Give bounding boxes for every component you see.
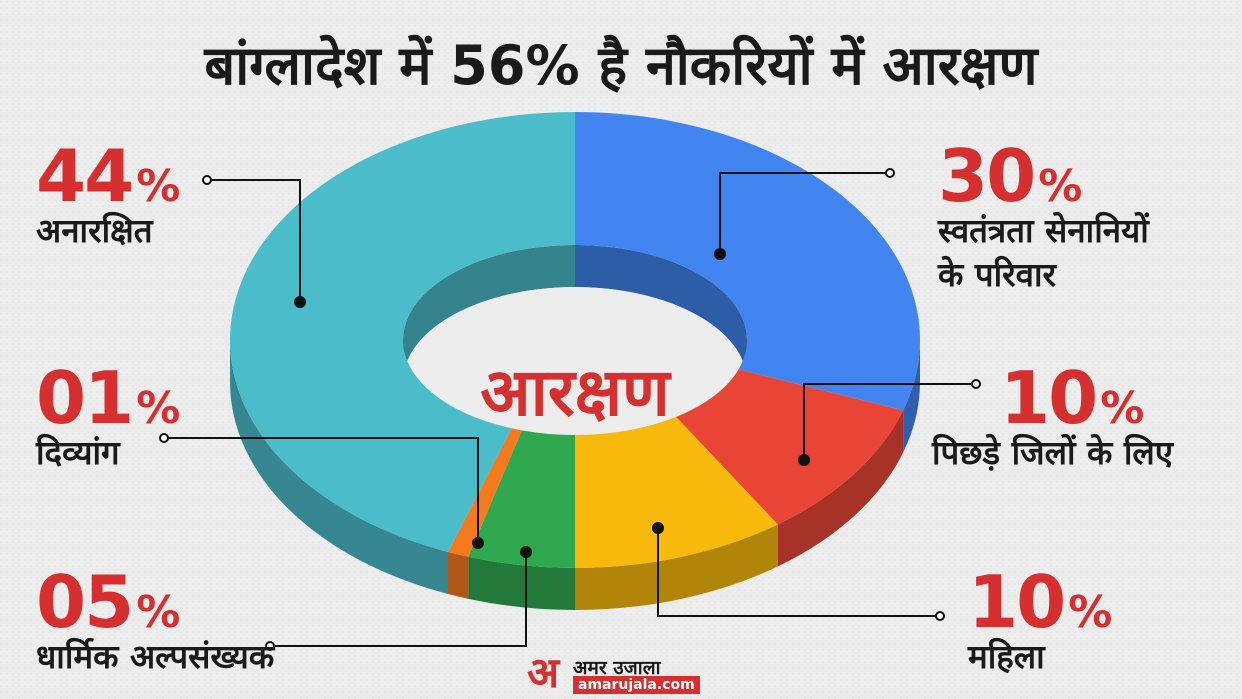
leader-line-women: [657, 528, 940, 617]
leader-dot-unreserved: [294, 296, 306, 308]
pct-disabled-value: 01: [36, 356, 134, 440]
leader-dot-disabled: [472, 537, 484, 549]
side-women: [575, 524, 778, 610]
hole-wall-freedom-0: [575, 245, 747, 382]
slice-backward: [676, 369, 904, 525]
slice-women: [575, 416, 778, 568]
leader-end-backward: [971, 379, 981, 389]
leader-end-unreserved: [202, 175, 212, 185]
pct-disabled-symbol: %: [136, 383, 181, 434]
side-disabled: [447, 551, 469, 599]
brand-url: amarujala.com: [573, 676, 700, 694]
leader-end-minority: [265, 641, 275, 651]
pct-backward: 10%: [1000, 362, 1144, 434]
leader-line-minority: [270, 552, 527, 647]
leader-line-unreserved: [207, 179, 301, 302]
hole-wall-unreserved-1: [403, 245, 575, 382]
leader-line-disabled: [164, 437, 479, 543]
pct-freedom: 30%: [938, 140, 1082, 212]
leader-end-disabled: [159, 433, 169, 443]
label-unreserved: अनारक्षित: [36, 211, 153, 250]
label-women: महिला: [968, 637, 1045, 676]
label-minority: धार्मिक अल्पसंख्यक: [36, 637, 275, 676]
pct-minority-value: 05: [36, 560, 134, 644]
side-backward: [777, 410, 904, 567]
pct-women-symbol: %: [1068, 587, 1113, 638]
slice-unreserved: [230, 112, 575, 552]
label-disabled: दिव्यांग: [36, 433, 120, 472]
leader-dot-minority: [520, 546, 532, 558]
leader-dot-backward: [798, 454, 810, 466]
slice-freedom: [575, 112, 920, 411]
leader-end-freedom: [885, 168, 895, 178]
pct-women-value: 10: [968, 560, 1066, 644]
side-unreserved: [230, 340, 448, 594]
pct-backward-value: 10: [1000, 356, 1098, 440]
pct-unreserved-value: 44: [36, 134, 134, 218]
pct-unreserved-symbol: %: [136, 161, 181, 212]
leader-dot-freedom: [714, 248, 726, 260]
pct-freedom-value: 30: [938, 134, 1036, 218]
side-freedom: [903, 340, 920, 453]
leader-dot-women: [652, 522, 664, 534]
donut-center-label: आरक्षण: [480, 354, 670, 431]
pct-unreserved: 44%: [36, 140, 180, 212]
slice-minority: [468, 430, 575, 568]
pct-minority-symbol: %: [136, 587, 181, 638]
brand-name: अमर उजाला: [573, 657, 661, 679]
label-freedom-line1: स्वतंत्रता सेनानियों: [938, 211, 1149, 250]
pct-minority: 05%: [36, 566, 180, 638]
leader-end-women: [935, 611, 945, 621]
page-title: बांग्लादेश में 56% है नौकरियों में आरक्ष…: [204, 34, 1038, 97]
label-backward: पिछड़े जिलों के लिए: [932, 433, 1174, 472]
leader-line-backward: [803, 383, 976, 460]
side-minority: [468, 556, 575, 610]
slice-disabled: [447, 428, 522, 557]
pct-women: 10%: [968, 566, 1112, 638]
label-freedom-line2: के परिवार: [938, 255, 1057, 294]
brand-mark: अ: [527, 648, 560, 697]
pct-disabled: 01%: [36, 362, 180, 434]
brand-logo: अ अमर उजाला amarujala.com: [527, 652, 717, 696]
leader-line-freedom: [719, 172, 890, 254]
pct-backward-symbol: %: [1100, 383, 1145, 434]
pct-freedom-symbol: %: [1038, 161, 1083, 212]
